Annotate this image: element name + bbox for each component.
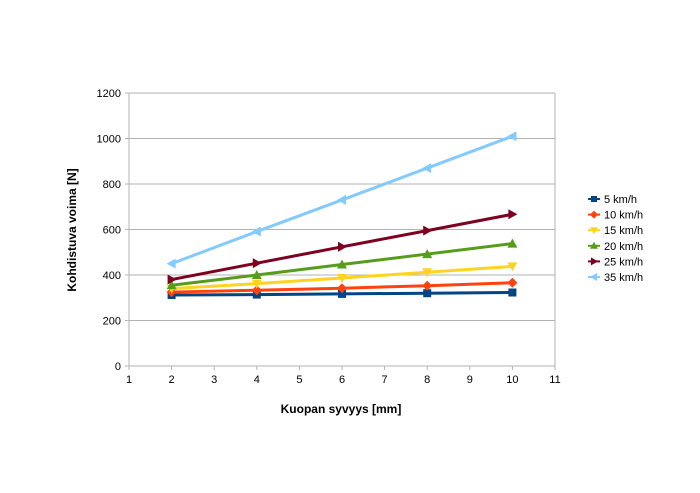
data-point [507, 238, 518, 248]
y-tick-labels: 0 200 400 600 800 1000 1200 [97, 88, 121, 373]
data-point [507, 262, 518, 272]
legend-marker [590, 210, 598, 219]
x-tick-label: 5 [296, 374, 302, 386]
series-5 [166, 131, 517, 269]
legend-item: 20 km/h [588, 241, 643, 253]
legend-label: 5 km/h [604, 194, 637, 206]
x-axis-title: Kuopan syvyys [mm] [281, 402, 402, 416]
legend-label: 15 km/h [604, 225, 643, 237]
data-point [338, 241, 347, 252]
x-tick-label: 6 [339, 374, 345, 386]
legend-item: 35 km/h [588, 272, 643, 284]
y-tick-label: 400 [103, 270, 121, 282]
data-point [166, 258, 176, 269]
data-point [251, 285, 262, 296]
data-point [251, 226, 261, 237]
legend-marker [590, 273, 597, 281]
data-point [337, 194, 346, 205]
data-point [507, 277, 518, 288]
x-tick-label: 1 [126, 374, 132, 386]
legend-item: 5 km/h [588, 194, 637, 206]
data-point [337, 283, 347, 294]
x-tick-label: 10 [506, 374, 518, 386]
y-tick-label: 1000 [97, 134, 121, 146]
legend-label: 35 km/h [604, 272, 643, 284]
legend-marker [590, 227, 598, 235]
legend-item: 10 km/h [588, 210, 643, 222]
x-tick-label: 8 [424, 374, 430, 386]
data-point [166, 280, 177, 290]
data-point [251, 270, 262, 279]
data-point [508, 209, 518, 220]
x-tick-label: 7 [382, 374, 388, 386]
legend-label: 10 km/h [604, 210, 643, 222]
data-point [422, 268, 433, 278]
grid-lines [129, 92, 555, 367]
legend: 5 km/h 10 km/h 15 km/h 20 km/h 25 km/h 35 km/… [588, 194, 643, 284]
data-point [337, 273, 347, 283]
series-4 [167, 209, 518, 285]
legend-item: 15 km/h [588, 225, 643, 237]
data-point [337, 259, 347, 269]
series-lines [166, 131, 518, 300]
series-3 [166, 238, 518, 290]
y-tick-label: 0 [115, 361, 121, 373]
data-point [508, 288, 517, 297]
data-point [251, 279, 262, 289]
data-point [167, 274, 177, 285]
data-point [507, 131, 517, 142]
data-point [422, 249, 433, 259]
x-tick-label: 2 [169, 374, 175, 386]
data-point [422, 163, 432, 174]
y-tick-label: 600 [103, 225, 121, 237]
x-tick-label: 4 [254, 374, 260, 386]
legend-marker [590, 241, 598, 249]
legend-label: 20 km/h [604, 241, 643, 253]
x-tick-labels: 1 2 3 4 5 6 7 8 9 10 11 [126, 374, 561, 386]
legend-label: 25 km/h [604, 256, 643, 268]
y-tick-label: 800 [103, 179, 121, 191]
data-point [338, 289, 346, 298]
data-point [422, 280, 433, 291]
legend-marker [591, 257, 598, 266]
x-tick-label: 3 [211, 374, 217, 386]
series-1 [166, 277, 518, 298]
legend-marker [591, 196, 597, 202]
y-tick-label: 200 [103, 316, 121, 328]
y-axis-title: Kohdistuva voima [N] [65, 168, 79, 291]
y-tick-label: 1200 [97, 88, 121, 100]
legend-item: 25 km/h [588, 256, 643, 268]
data-point [423, 289, 432, 298]
data-point [423, 225, 433, 236]
axes [125, 92, 556, 370]
data-point [252, 258, 262, 269]
x-tick-label: 11 [549, 374, 560, 386]
x-tick-label: 9 [467, 374, 473, 386]
